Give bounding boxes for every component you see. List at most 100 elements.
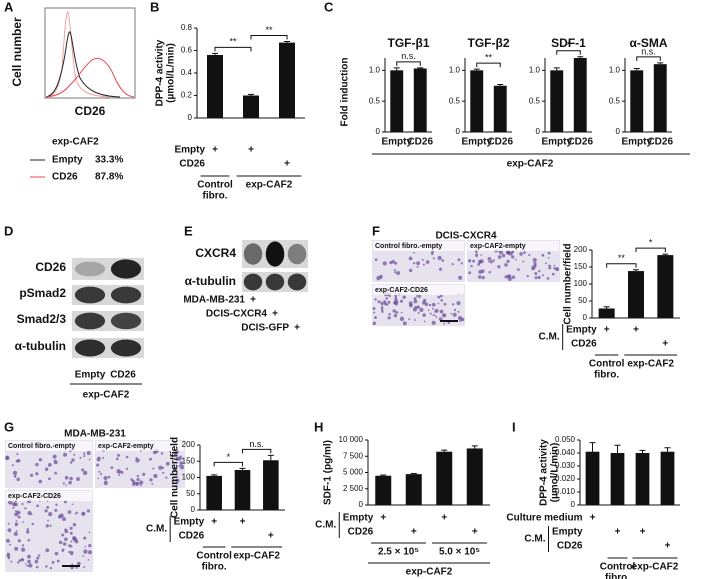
cell-dot	[12, 470, 18, 476]
bar	[405, 474, 422, 505]
cell-dot	[422, 313, 426, 317]
cell-dot	[517, 268, 520, 271]
cell-dot	[30, 473, 34, 477]
chart-title: SDF-1	[551, 36, 586, 50]
condition-label: DCIS-GFP	[241, 323, 289, 334]
error-bar	[589, 442, 596, 452]
sig-bracket	[250, 35, 288, 40]
y-tick-label: 0.010	[555, 487, 576, 496]
cell-dot	[76, 561, 81, 566]
cell-dot	[99, 472, 103, 476]
cell-dot	[26, 528, 29, 531]
cell-dot	[408, 256, 413, 261]
cell-dot	[175, 478, 180, 483]
cell-dot	[477, 275, 482, 279]
cell-dot	[417, 311, 420, 314]
condition-mark: +	[633, 325, 639, 336]
y-tick-label: 0.030	[555, 461, 576, 470]
cell-dot	[48, 511, 53, 517]
cell-dot	[28, 563, 33, 568]
cell-dot	[497, 265, 501, 269]
cell-dot	[103, 475, 108, 481]
cell-dot	[16, 477, 20, 482]
cell-dot	[553, 267, 556, 270]
y-tick-label: 0.2	[181, 91, 193, 100]
cell-dot	[10, 560, 13, 563]
cell-dot	[440, 298, 443, 302]
cell-dot	[20, 547, 26, 552]
blot-band	[287, 243, 307, 265]
cell-dot	[437, 302, 440, 305]
cell-dot	[452, 312, 457, 317]
y-tick-label: 5 000	[343, 468, 364, 477]
error-bar	[267, 454, 274, 461]
sig-label: **	[485, 52, 493, 62]
y-tick-label: 50	[578, 296, 587, 305]
blot-label: α-tubulin	[15, 339, 66, 353]
bar	[653, 64, 667, 132]
cell-dot	[130, 478, 134, 482]
cell-dot	[427, 309, 430, 312]
condition-label: Empty	[566, 325, 597, 336]
x-tick-label: Empty	[621, 137, 652, 148]
cell-dot	[58, 540, 63, 545]
cell-dot	[421, 258, 424, 261]
bar	[585, 451, 600, 505]
cell-dot	[27, 511, 32, 516]
cell-dot	[38, 458, 43, 462]
blot-band	[110, 312, 142, 330]
bar	[413, 68, 427, 132]
y-tick-label: 0	[188, 113, 193, 122]
cell-dot	[72, 523, 77, 527]
cell-dot	[70, 540, 73, 543]
error-bar	[393, 67, 400, 71]
cell-dot	[501, 253, 506, 258]
cell-dot	[61, 548, 65, 552]
cell-dot	[396, 270, 401, 276]
cell-dot	[54, 471, 58, 475]
y-tick-label: 0.020	[555, 474, 576, 483]
condition-mark: +	[640, 527, 646, 538]
cell-dot	[27, 539, 31, 542]
cell-dot	[54, 551, 59, 556]
panel-label: G	[4, 419, 14, 434]
cell-dot	[118, 473, 121, 476]
cell-dot	[82, 470, 88, 476]
group-label: exp-CAF2	[507, 159, 554, 170]
bar	[263, 460, 279, 510]
error-bar	[553, 67, 560, 71]
cell-dot	[70, 553, 73, 556]
condition-label: Empty	[343, 513, 374, 524]
group-label: Control	[600, 562, 636, 573]
cell-dot	[457, 258, 461, 262]
y-tick-label: 1.0	[609, 65, 621, 74]
cell-dot	[538, 270, 541, 273]
cell-dot	[132, 482, 136, 486]
condition-mark: +	[211, 517, 217, 528]
panel-label: H	[314, 419, 323, 434]
cell-dot	[88, 458, 91, 461]
cell-dot	[73, 453, 76, 456]
cell-dot	[434, 310, 436, 313]
image-label: Control fibro.-empty	[375, 243, 442, 250]
y-axis-label: Cell number	[10, 17, 24, 87]
cell-dot	[380, 306, 384, 309]
cell-dot	[478, 269, 483, 274]
histogram-frame	[44, 7, 136, 99]
cell-dot	[546, 277, 550, 280]
panel-label: F	[372, 223, 380, 238]
bar	[206, 475, 222, 510]
cell-dot	[422, 263, 425, 266]
cell-dot	[526, 274, 529, 278]
cell-dot	[131, 480, 136, 484]
cell-dot	[49, 524, 52, 527]
cell-dot	[437, 255, 442, 261]
condition-label: DCIS-CXCR4	[206, 309, 268, 320]
group-label: 5.0 × 10⁵	[439, 547, 480, 558]
image-label: exp-CAF2-CD26	[8, 493, 61, 500]
group-label: Control	[589, 359, 625, 370]
sig-label: **	[229, 37, 237, 47]
cell-dot	[381, 303, 383, 306]
cell-dot	[71, 563, 74, 566]
condition-mark: +	[380, 513, 386, 524]
